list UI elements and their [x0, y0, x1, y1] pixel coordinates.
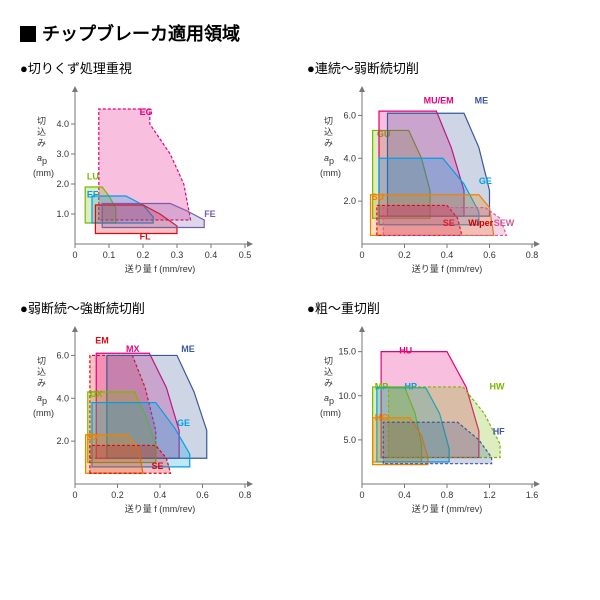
svg-text:0.8: 0.8 [441, 490, 454, 500]
region-label: EM [95, 336, 109, 346]
region-FE [102, 204, 204, 228]
svg-text:み: み [324, 138, 333, 148]
region-label: MX [126, 344, 140, 354]
svg-text:6.0: 6.0 [343, 110, 356, 120]
chart-svg: GUMU/EMMEGESUSESEWWiper00.20.40.60.82.04… [307, 79, 557, 284]
chart-svg: HUMPHPHWHGHF00.40.81.21.65.010.015.0送り量 … [307, 319, 557, 524]
region-label: FL [140, 232, 151, 242]
region-label: FE [204, 209, 216, 219]
main-title: チップブレーカ適用領域 [20, 20, 580, 46]
region-label: SU [372, 192, 385, 202]
svg-text:0.2: 0.2 [137, 250, 150, 260]
panel-title: ●粗〜重切削 [307, 298, 580, 317]
svg-text:0.6: 0.6 [196, 490, 209, 500]
svg-text:0.8: 0.8 [526, 250, 539, 260]
panel-title: ●弱断続〜強断続切削 [20, 298, 293, 317]
panels-grid: ●切りくず処理重視 EG LU EF FL FE 0 0.1 0.2 0.3 0.4 0.5 1.0 2.… [20, 58, 580, 524]
region-label: Wiper [468, 218, 493, 228]
chart-svg: EM MX ME UX GE SX SE 0 0.2 0.4 0.6 0.8 2.0 4.0 6.0 送り量 … [20, 319, 270, 524]
panel: ●弱断続〜強断続切削 EM MX ME UX GE SX SE 0 0.2 0.4 0.6 0.8 2.0… [20, 298, 293, 524]
svg-text:10.0: 10.0 [338, 391, 356, 401]
svg-text:p: p [42, 156, 47, 166]
svg-text:1.2: 1.2 [483, 490, 496, 500]
svg-text:送り量 f (mm/rev): 送り量 f (mm/rev) [125, 503, 196, 514]
region-label: HG [375, 412, 389, 422]
svg-text:0: 0 [72, 490, 77, 500]
svg-text:0: 0 [72, 250, 77, 260]
svg-text:0.2: 0.2 [398, 250, 411, 260]
svg-text:(mm): (mm) [33, 408, 54, 418]
svg-text:0.6: 0.6 [483, 250, 496, 260]
svg-text:0.4: 0.4 [205, 250, 218, 260]
region-label: HW [490, 382, 505, 392]
region-label: SE [152, 461, 164, 471]
panel: ●粗〜重切削HUMPHPHWHGHF00.40.81.21.65.010.015… [307, 298, 580, 524]
region-label: UX [90, 389, 103, 399]
svg-text:切: 切 [37, 356, 46, 366]
svg-text:0.1: 0.1 [103, 250, 116, 260]
svg-text:(mm): (mm) [33, 168, 54, 178]
main-title-text: チップブレーカ適用領域 [42, 24, 240, 44]
svg-text:送り量 f (mm/rev): 送り量 f (mm/rev) [125, 263, 196, 274]
region-label: HU [399, 345, 412, 355]
svg-text:6.0: 6.0 [56, 350, 69, 360]
svg-text:1.6: 1.6 [526, 490, 539, 500]
svg-text:15.0: 15.0 [338, 347, 356, 357]
region-label: EG [140, 107, 153, 117]
svg-text:0.8: 0.8 [239, 490, 252, 500]
region-label: SEW [494, 218, 515, 228]
svg-text:切: 切 [324, 356, 333, 366]
svg-text:(mm): (mm) [320, 168, 341, 178]
region-label: GE [177, 418, 190, 428]
svg-text:0.3: 0.3 [171, 250, 184, 260]
svg-text:2.0: 2.0 [56, 436, 69, 446]
region-label: ME [475, 96, 489, 106]
svg-text:1.0: 1.0 [56, 209, 69, 219]
svg-text:4.0: 4.0 [56, 119, 69, 129]
svg-text:2.0: 2.0 [56, 179, 69, 189]
svg-text:2.0: 2.0 [343, 196, 356, 206]
svg-text:込: 込 [37, 367, 46, 377]
region-label: LU [87, 172, 99, 182]
svg-text:0.4: 0.4 [154, 490, 167, 500]
svg-text:込: 込 [324, 367, 333, 377]
svg-text:0.2: 0.2 [111, 490, 124, 500]
region-label: SX [87, 432, 99, 442]
region-label: EF [87, 190, 99, 200]
panel: ●連続〜弱断続切削GUMU/EMMEGESUSESEWWiper00.20.40… [307, 58, 580, 284]
panel-title: ●切りくず処理重視 [20, 58, 293, 77]
title-square-icon [20, 26, 36, 42]
region-label: ME [181, 344, 195, 354]
svg-text:み: み [37, 138, 46, 148]
svg-text:み: み [324, 378, 333, 388]
svg-text:0: 0 [359, 250, 364, 260]
region-label: GE [479, 176, 492, 186]
svg-text:込: 込 [37, 127, 46, 137]
svg-text:0.5: 0.5 [239, 250, 252, 260]
svg-text:p: p [329, 156, 334, 166]
panel: ●切りくず処理重視 EG LU EF FL FE 0 0.1 0.2 0.3 0.4 0.5 1.0 2.… [20, 58, 293, 284]
svg-text:送り量 f (mm/rev): 送り量 f (mm/rev) [412, 263, 483, 274]
svg-text:p: p [329, 396, 334, 406]
svg-text:p: p [42, 396, 47, 406]
chart-svg: EG LU EF FL FE 0 0.1 0.2 0.3 0.4 0.5 1.0 2.0 3.0 4.0 送り… [20, 79, 270, 284]
svg-text:0: 0 [359, 490, 364, 500]
svg-text:0.4: 0.4 [441, 250, 454, 260]
svg-text:(mm): (mm) [320, 408, 341, 418]
svg-text:4.0: 4.0 [56, 393, 69, 403]
svg-text:み: み [37, 378, 46, 388]
panel-title: ●連続〜弱断続切削 [307, 58, 580, 77]
region-label: HF [493, 427, 505, 437]
svg-text:4.0: 4.0 [343, 153, 356, 163]
svg-text:切: 切 [324, 116, 333, 126]
svg-text:送り量 f (mm/rev): 送り量 f (mm/rev) [412, 503, 483, 514]
svg-text:5.0: 5.0 [343, 435, 356, 445]
svg-text:切: 切 [37, 116, 46, 126]
svg-text:3.0: 3.0 [56, 149, 69, 159]
region-label: MU/EM [424, 96, 454, 106]
svg-text:込: 込 [324, 127, 333, 137]
svg-text:0.4: 0.4 [398, 490, 411, 500]
